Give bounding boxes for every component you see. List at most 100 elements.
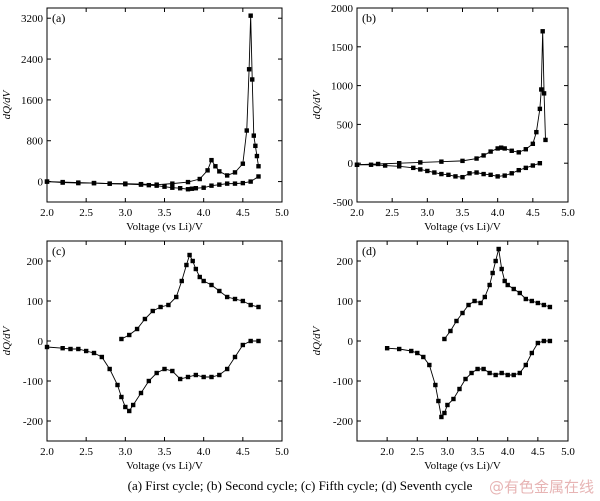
data-point xyxy=(253,143,258,149)
data-point xyxy=(460,174,465,180)
data-point xyxy=(217,169,222,174)
data-point xyxy=(217,288,222,294)
data-point xyxy=(76,346,81,352)
data-point xyxy=(193,186,199,191)
panel-label: (c) xyxy=(52,244,65,258)
x-tick-label: 3.5 xyxy=(456,207,470,219)
x-tick-label: 4.5 xyxy=(531,446,545,458)
data-point xyxy=(495,146,500,151)
data-point xyxy=(427,362,432,368)
data-point xyxy=(442,336,447,342)
data-point xyxy=(99,354,105,360)
data-point xyxy=(240,180,246,186)
data-point xyxy=(523,296,528,302)
data-point xyxy=(138,390,144,396)
data-point xyxy=(409,348,414,354)
x-tick-label: 2.5 xyxy=(79,446,93,458)
data-point xyxy=(505,372,510,378)
y-tick-label: -100 xyxy=(23,376,44,388)
data-point xyxy=(474,170,479,175)
y-axis-label: dQ/dV xyxy=(1,89,13,119)
data-point xyxy=(123,404,128,410)
plot-frame xyxy=(46,240,283,442)
data-point xyxy=(193,266,199,272)
data-point xyxy=(457,386,462,392)
data-point xyxy=(472,298,477,304)
data-point xyxy=(134,326,140,332)
data-point xyxy=(432,170,437,175)
x-axis-label: Voltage (vs Li)/V xyxy=(424,221,501,233)
y-tick-label: 0 xyxy=(348,158,354,170)
data-point xyxy=(170,368,175,374)
data-point xyxy=(529,298,535,304)
data-point xyxy=(209,374,214,380)
x-tick-label: 3.0 xyxy=(118,446,132,458)
data-point xyxy=(201,374,206,380)
data-point xyxy=(418,160,423,165)
data-point xyxy=(127,332,132,338)
x-tick-label: 3.5 xyxy=(158,207,172,219)
series-line-0 xyxy=(46,15,259,186)
y-tick-label: -200 xyxy=(333,416,354,428)
data-point xyxy=(232,354,238,360)
data-point xyxy=(453,174,458,179)
data-point xyxy=(517,290,522,296)
data-point xyxy=(177,376,183,382)
data-point xyxy=(205,168,210,173)
y-axis-label: dQ/dV xyxy=(311,325,323,355)
data-point xyxy=(493,372,498,378)
x-tick-label: 2.5 xyxy=(385,207,399,219)
data-point xyxy=(232,296,238,302)
data-point xyxy=(397,346,402,352)
data-point xyxy=(248,13,253,18)
data-point xyxy=(439,414,444,420)
data-point xyxy=(505,282,510,288)
data-point xyxy=(254,153,260,159)
data-point xyxy=(530,163,536,168)
data-point xyxy=(502,146,507,151)
data-point xyxy=(516,167,521,173)
panel-label: (a) xyxy=(52,11,65,25)
data-point xyxy=(523,165,528,171)
data-point xyxy=(184,262,189,268)
x-tick-label: 2.0 xyxy=(40,446,54,458)
data-point xyxy=(185,187,191,192)
y-tick-label: 200 xyxy=(27,256,44,268)
data-point xyxy=(509,171,514,176)
data-point xyxy=(256,174,261,179)
x-tick-label: 5.0 xyxy=(561,446,575,458)
x-tick-label: 4.0 xyxy=(491,207,505,219)
y-tick-label: 3200 xyxy=(21,13,44,25)
y-tick-label: 1600 xyxy=(21,95,44,107)
y-tick-label: 2400 xyxy=(21,54,44,66)
panel-label: (d) xyxy=(362,244,376,258)
series-line-0 xyxy=(356,31,546,166)
data-point xyxy=(162,184,167,189)
data-point xyxy=(246,67,252,72)
data-point xyxy=(174,294,179,300)
data-point xyxy=(127,408,132,414)
data-point xyxy=(179,278,184,284)
x-tick-label: 2.0 xyxy=(350,207,364,219)
data-point xyxy=(463,376,468,382)
y-tick-label: -100 xyxy=(333,376,354,388)
data-point xyxy=(224,173,230,178)
data-point xyxy=(537,161,543,166)
data-point xyxy=(76,180,81,185)
y-axis-label: dQ/dV xyxy=(311,89,323,119)
data-point xyxy=(488,172,493,178)
data-point xyxy=(91,350,97,356)
data-point xyxy=(490,270,495,276)
x-tick-label: 3.0 xyxy=(441,446,455,458)
data-point xyxy=(478,300,483,306)
x-tick-label: 3.5 xyxy=(471,446,485,458)
data-point xyxy=(150,308,155,314)
data-point xyxy=(91,180,97,186)
data-point xyxy=(130,402,136,408)
data-point xyxy=(256,304,261,310)
x-tick-label: 2.0 xyxy=(380,446,394,458)
data-point xyxy=(197,274,202,280)
data-point xyxy=(185,179,191,185)
data-point xyxy=(193,372,199,378)
